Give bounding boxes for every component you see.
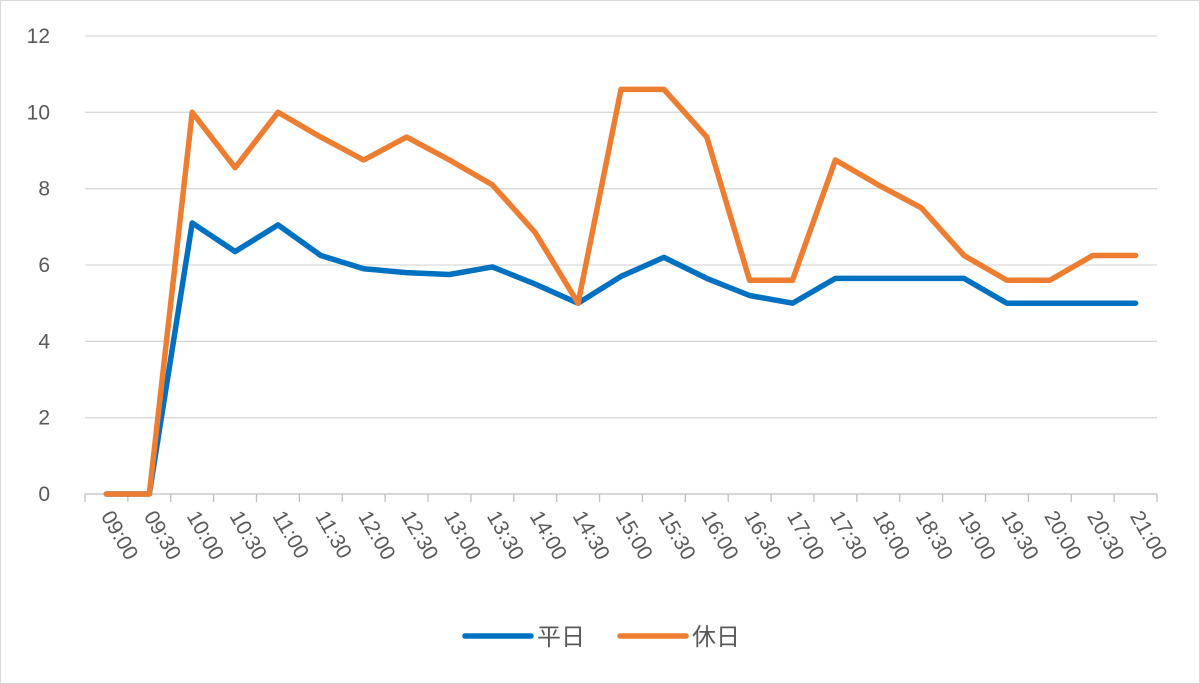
series-line-1 bbox=[103, 86, 1139, 497]
x-tick-label: 15:00 bbox=[611, 507, 657, 564]
y-tick-label: 12 bbox=[27, 25, 50, 48]
x-tick-label: 11:00 bbox=[268, 507, 313, 563]
x-tick-label: 17:00 bbox=[782, 507, 828, 564]
x-tick-label: 21:00 bbox=[1125, 507, 1171, 564]
x-tick-label: 19:00 bbox=[954, 507, 1000, 564]
x-axis bbox=[84, 493, 1158, 502]
x-tick-label: 10:30 bbox=[225, 507, 271, 564]
x-tick-label: 15:30 bbox=[654, 507, 700, 564]
legend-label: 平日 bbox=[537, 624, 585, 651]
x-tick-label: 14:00 bbox=[525, 507, 571, 564]
x-tick-label: 11:30 bbox=[311, 507, 356, 563]
x-tick-label: 09:00 bbox=[96, 507, 142, 564]
x-tick-label: 18:30 bbox=[911, 507, 957, 564]
y-tick-label: 4 bbox=[38, 330, 50, 353]
x-tick-label: 09:30 bbox=[139, 507, 185, 564]
x-tick-label: 13:30 bbox=[482, 507, 528, 564]
x-tick-label: 16:30 bbox=[739, 507, 785, 564]
y-tick-labels: 0 2 4 6 8 10 12 bbox=[27, 25, 51, 506]
x-tick-labels: 09:0009:3010:0010:3011:0011:3012:0012:30… bbox=[96, 507, 1171, 564]
gridlines bbox=[85, 35, 1157, 419]
x-tick-label: 12:00 bbox=[353, 507, 399, 564]
y-tick-label: 6 bbox=[38, 254, 50, 277]
x-tick-label: 16:00 bbox=[696, 507, 742, 564]
y-tick-label: 0 bbox=[38, 483, 50, 506]
x-tick-label: 18:00 bbox=[868, 507, 914, 564]
x-tick-label: 20:30 bbox=[1082, 507, 1128, 564]
series-line-0 bbox=[103, 220, 1139, 497]
y-tick-label: 2 bbox=[38, 407, 50, 430]
x-tick-label: 12:30 bbox=[396, 507, 442, 564]
x-tick-label: 14:30 bbox=[568, 507, 614, 564]
x-tick-label: 10:00 bbox=[182, 507, 228, 564]
legend: 平日 休日 bbox=[462, 624, 740, 651]
x-tick-label: 19:30 bbox=[997, 507, 1043, 564]
x-tick-label: 13:00 bbox=[439, 507, 485, 564]
y-tick-label: 10 bbox=[27, 101, 50, 124]
legend-label: 休日 bbox=[692, 624, 740, 651]
y-tick-label: 8 bbox=[38, 178, 50, 201]
x-tick-label: 17:30 bbox=[825, 507, 871, 564]
x-tick-label: 20:00 bbox=[1039, 507, 1085, 564]
series-lines bbox=[103, 86, 1139, 497]
